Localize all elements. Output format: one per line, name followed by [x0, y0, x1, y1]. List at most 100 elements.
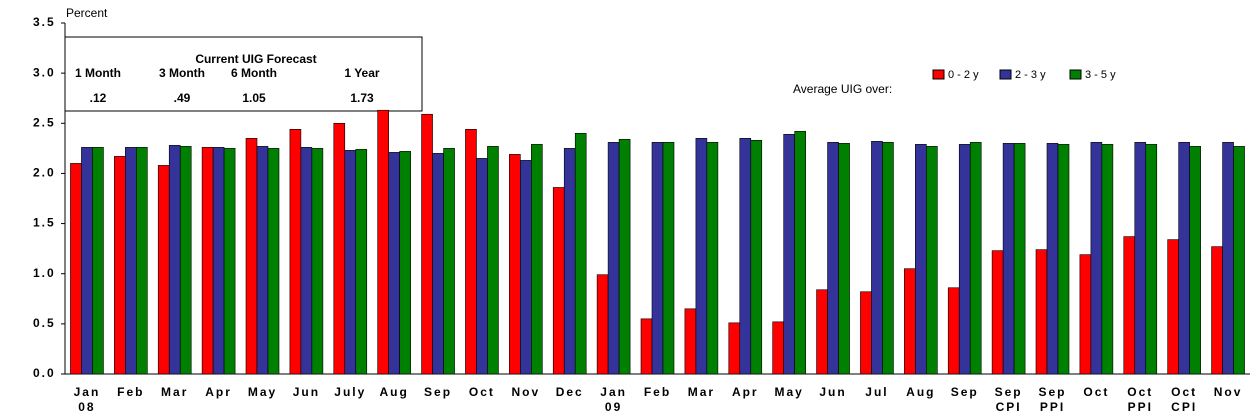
bar — [827, 142, 839, 375]
x-tick-label: May — [248, 385, 277, 399]
bar — [1233, 146, 1245, 375]
forecast-header: 6 Month — [231, 66, 277, 80]
x-tick-label: CPI — [996, 400, 1022, 414]
bar — [662, 142, 675, 375]
bar — [596, 274, 609, 375]
x-tick-label: PPI — [1128, 400, 1153, 414]
x-tick-label: Aug — [906, 385, 935, 399]
legend-label: 3 - 5 y — [1085, 69, 1116, 81]
bar — [904, 268, 916, 375]
bar — [969, 142, 982, 375]
y-tick-label: 0.0 — [33, 366, 56, 380]
bar — [476, 158, 488, 375]
bar — [1090, 142, 1103, 375]
bar — [958, 144, 971, 375]
bar — [706, 142, 719, 375]
x-tick-label: May — [774, 385, 803, 399]
bar — [136, 147, 148, 375]
bar — [552, 187, 565, 375]
x-tick-label: Jun — [293, 385, 320, 399]
x-tick-label: PPI — [1040, 400, 1065, 414]
bar — [344, 150, 357, 375]
bar — [695, 138, 708, 375]
bar — [1079, 254, 1092, 375]
x-tick-label: Aug — [380, 385, 409, 399]
bar — [882, 142, 894, 375]
bar — [607, 142, 620, 375]
y-tick-label: 3.5 — [33, 15, 56, 29]
bar — [1002, 143, 1015, 375]
bar — [421, 113, 433, 375]
bar — [125, 147, 137, 375]
y-tick-label: 2.5 — [33, 115, 56, 129]
legend-swatch — [932, 69, 945, 80]
y-tick-label: 1.0 — [33, 266, 56, 280]
bar — [520, 160, 532, 375]
x-tick-label: Mar — [688, 385, 715, 399]
bar — [114, 156, 126, 375]
bar — [794, 131, 806, 375]
x-tick-label: Nov — [1214, 385, 1243, 399]
bar — [212, 147, 225, 375]
bar — [256, 146, 269, 375]
bar — [728, 322, 741, 375]
bar — [509, 154, 521, 375]
bar — [772, 321, 784, 375]
x-tick-label: Oct — [1127, 385, 1153, 399]
bar — [1123, 236, 1136, 375]
bar — [333, 122, 346, 375]
x-tick-label: Feb — [644, 385, 671, 399]
legend-title: Average UIG over: — [793, 82, 892, 96]
bar — [388, 152, 400, 375]
bar — [1035, 249, 1048, 375]
bar — [201, 147, 214, 375]
bar — [947, 287, 960, 375]
bar — [267, 148, 280, 375]
x-tick-label: Jan — [74, 385, 101, 399]
bar — [1178, 142, 1190, 375]
bar — [1167, 239, 1179, 375]
bar — [1222, 142, 1234, 375]
bar — [377, 109, 389, 375]
bar — [432, 153, 444, 375]
legend-swatch — [999, 69, 1012, 80]
forecast-header: 1 Year — [344, 66, 379, 80]
bar — [618, 139, 631, 375]
bar — [1145, 144, 1158, 375]
x-tick-label: Dec — [556, 385, 584, 399]
y-tick-label: 3.0 — [33, 65, 56, 79]
bar — [179, 146, 192, 375]
legend-label: 2 - 3 y — [1015, 69, 1046, 81]
x-tick-label: Mar — [161, 385, 188, 399]
legend-label: 0 - 2 y — [948, 69, 979, 81]
x-tick-label: Oct — [1171, 385, 1197, 399]
bar — [245, 138, 258, 375]
bar — [860, 291, 872, 375]
bar — [838, 143, 850, 375]
x-tick-label: Nov — [511, 385, 540, 399]
y-axis-label: Percent — [66, 6, 108, 20]
forecast-box — [64, 36, 423, 112]
bar — [640, 318, 653, 375]
bar — [92, 147, 104, 375]
bar — [1211, 246, 1223, 375]
x-tick-label: Apr — [732, 385, 759, 399]
x-tick-label: Sep — [1038, 385, 1066, 399]
x-tick-label: Apr — [205, 385, 232, 399]
x-tick-label: Oct — [469, 385, 495, 399]
bar — [783, 134, 795, 375]
bar — [1013, 143, 1026, 375]
forecast-value: .12 — [90, 91, 107, 105]
bar — [926, 146, 938, 375]
y-tick-label: 1.5 — [33, 216, 56, 230]
forecast-value: 1.73 — [350, 91, 374, 105]
bar — [871, 141, 883, 375]
bar — [300, 147, 313, 375]
forecast-value: 1.05 — [242, 91, 266, 105]
bar — [915, 144, 927, 375]
bar — [651, 142, 664, 375]
x-tick-label: Sep — [424, 385, 452, 399]
bar — [157, 165, 170, 375]
x-tick-label: Sep — [951, 385, 979, 399]
bar — [739, 138, 752, 375]
